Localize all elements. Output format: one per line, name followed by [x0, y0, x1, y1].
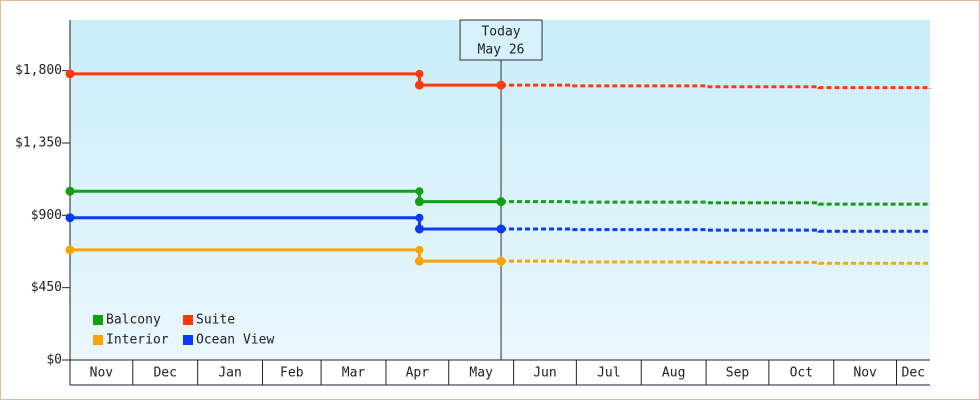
point-marker — [496, 224, 506, 234]
legend-label: Balcony — [106, 313, 161, 328]
series-line — [70, 72, 502, 87]
point-marker — [496, 80, 506, 90]
series-line — [501, 259, 932, 265]
step-marker — [415, 69, 424, 78]
series-line — [70, 216, 502, 231]
x-tick-label: Jul — [597, 366, 620, 381]
series-line — [501, 83, 932, 90]
x-tick-label: Feb — [280, 366, 304, 381]
series-line — [70, 248, 502, 263]
point-marker — [414, 197, 424, 207]
point-marker — [65, 245, 75, 255]
legend-swatch — [93, 315, 103, 325]
today-label: Today — [481, 25, 520, 40]
x-tick-label: Dec — [902, 366, 925, 381]
point-marker — [496, 197, 506, 207]
legend-swatch — [183, 335, 193, 345]
series-line — [70, 189, 502, 204]
x-tick-label: Jun — [533, 366, 556, 381]
today-date: May 26 — [478, 43, 525, 58]
y-tick-label: $900 — [31, 208, 62, 223]
point-marker — [414, 80, 424, 90]
point-marker — [65, 186, 75, 196]
y-tick-label: $0 — [46, 353, 62, 368]
legend-label: Ocean View — [196, 333, 274, 348]
x-tick-label: Aug — [662, 366, 685, 381]
legend-swatch — [93, 335, 103, 345]
point-marker — [65, 213, 75, 223]
x-tick-label: Oct — [790, 366, 813, 381]
point-marker — [414, 224, 424, 234]
x-tick-label: Jan — [218, 366, 241, 381]
series-line — [501, 227, 932, 233]
today-box — [459, 19, 543, 61]
legend-label: Suite — [196, 313, 235, 328]
point-marker — [496, 256, 506, 266]
step-marker — [415, 245, 424, 254]
x-tick-label: Mar — [342, 366, 366, 381]
x-tick-label: Nov — [853, 366, 877, 381]
legend-label: Interior — [106, 333, 169, 348]
point-marker — [414, 256, 424, 266]
x-tick-label: Sep — [726, 366, 750, 381]
x-tick-label: Nov — [90, 366, 114, 381]
point-marker — [65, 69, 75, 79]
step-marker — [415, 187, 424, 196]
y-tick-label: $450 — [31, 280, 62, 295]
x-tick-label: Apr — [406, 366, 430, 381]
y-tick-label: $1,350 — [15, 135, 62, 150]
y-tick-label: $1,800 — [15, 63, 62, 78]
step-marker — [415, 213, 424, 222]
legend-swatch — [183, 315, 193, 325]
series-line — [501, 200, 932, 206]
x-tick-label: May — [469, 366, 493, 381]
x-tick-label: Dec — [153, 366, 176, 381]
